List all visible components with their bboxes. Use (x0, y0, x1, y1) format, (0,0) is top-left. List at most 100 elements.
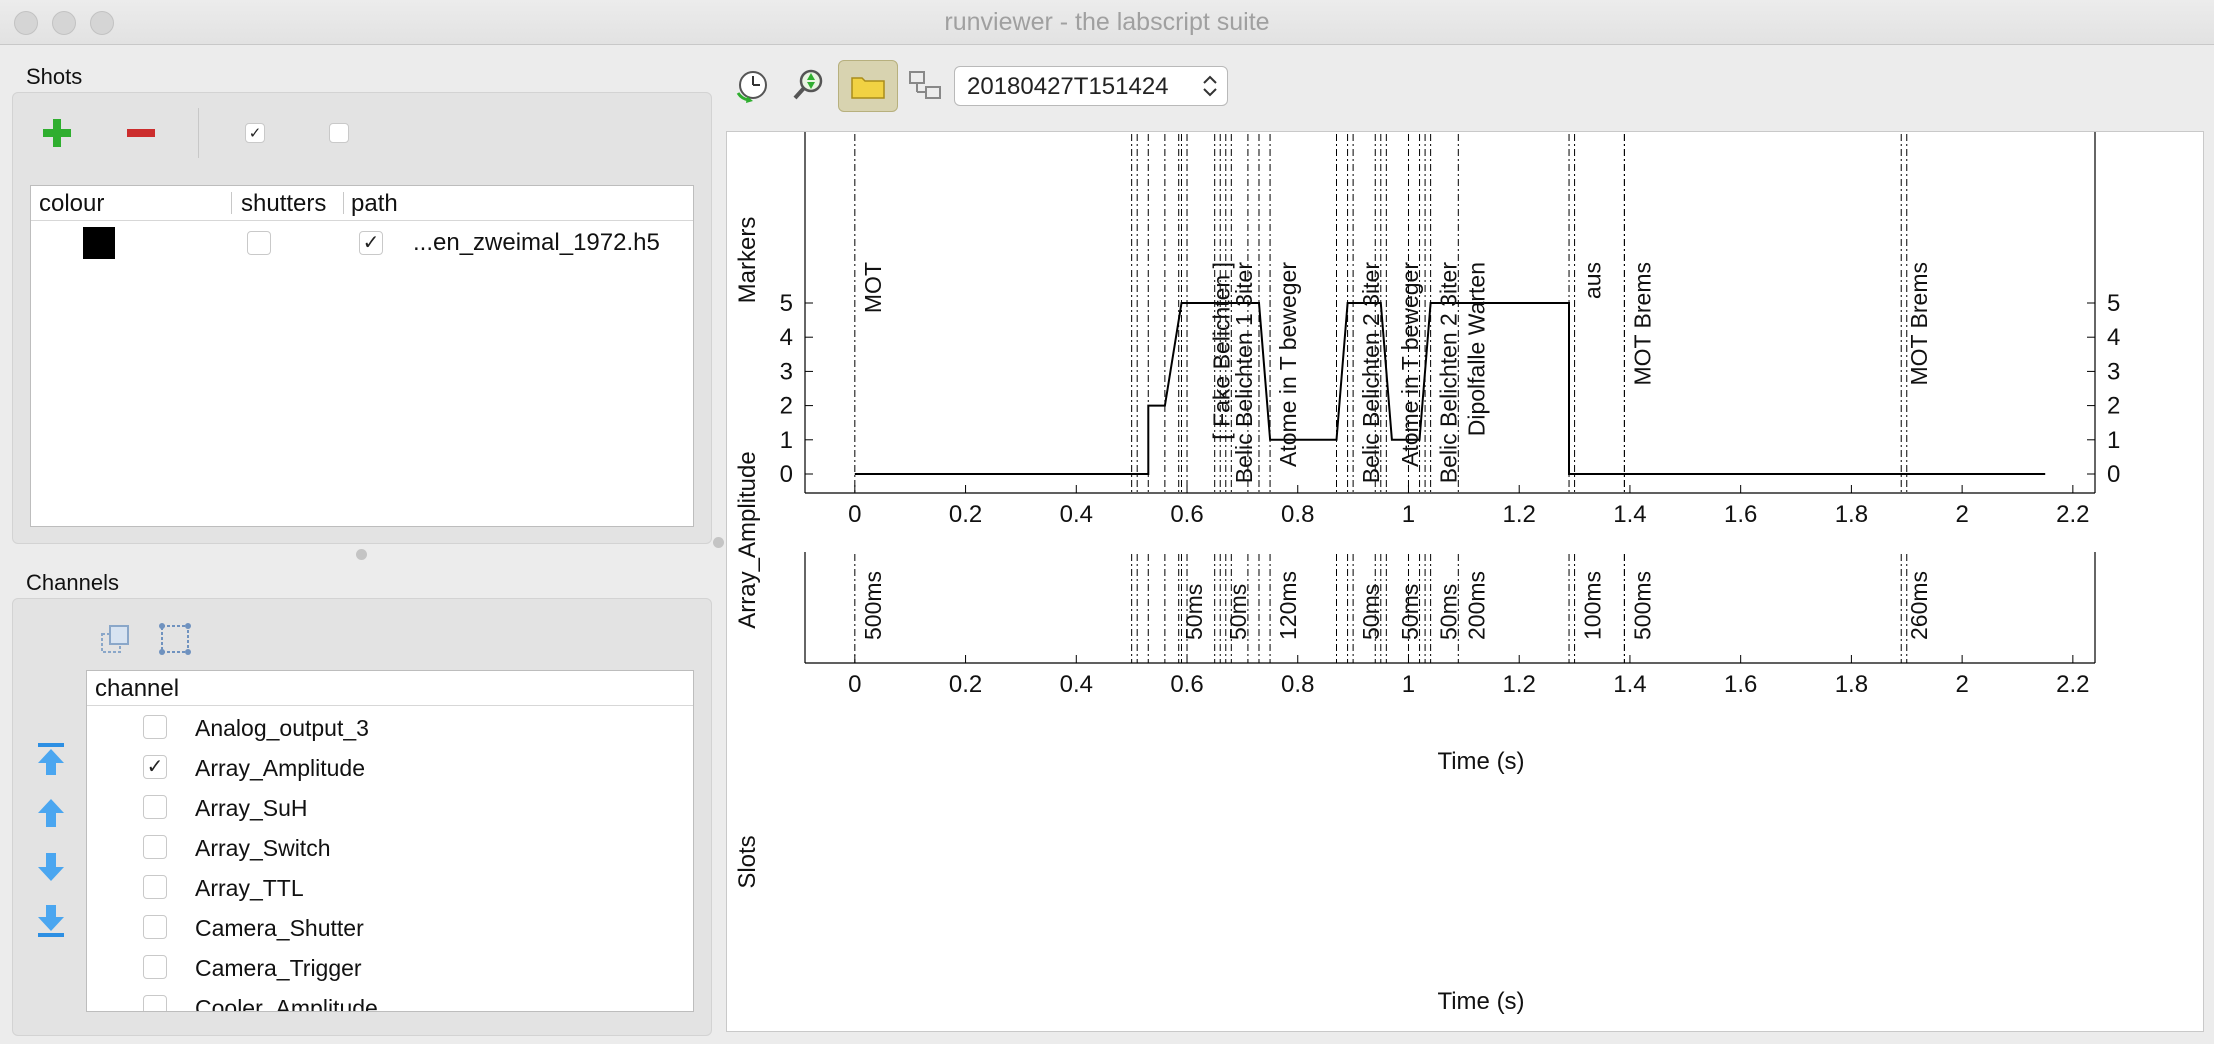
column-divider (231, 192, 232, 214)
plot-canvas[interactable]: Markers Array_Amplitude Slots Time (s) T… (726, 131, 2204, 1032)
shot-path-checkbox[interactable]: ✓ (359, 231, 383, 255)
slot-label: 500ms (860, 571, 886, 640)
slot-label: 50ms (1225, 584, 1251, 640)
channel-checkbox[interactable]: ✓ (143, 755, 167, 779)
slot-label: 50ms (1181, 584, 1207, 640)
y-tick-label: 1 (2107, 427, 2120, 454)
collapse-icon (101, 625, 129, 653)
shot-colour-swatch[interactable] (83, 227, 115, 259)
channel-name: Array_Amplitude (195, 755, 366, 781)
channel-row[interactable]: Array_Switch (87, 831, 693, 867)
move-down-button[interactable] (28, 844, 74, 890)
channel-checkbox[interactable] (143, 795, 167, 819)
x-tick-label: 0.6 (1170, 671, 1203, 698)
channel-row[interactable]: Analog_output_3 (87, 711, 693, 747)
x-tick-label: 1.6 (1724, 501, 1757, 528)
markers-ylabel: Markers (734, 217, 761, 304)
x-tick-label: 2.2 (2056, 501, 2089, 528)
marker-label: [ Fake Belichten ] (1209, 262, 1235, 440)
zoom-window-button[interactable] (90, 11, 114, 35)
y-tick-label: 2 (2107, 393, 2120, 420)
channels-label: Channels (26, 570, 119, 595)
reset-view-button[interactable] (730, 62, 776, 108)
minimize-window-button[interactable] (52, 11, 76, 35)
amplitude-series-line (854, 302, 2046, 475)
channel-checkbox[interactable] (143, 835, 167, 859)
uncheck-all-button[interactable] (316, 110, 362, 156)
x-tick-label: 1.2 (1503, 671, 1536, 698)
slot-label: 200ms (1463, 571, 1489, 640)
y-tick-label: 0 (780, 461, 793, 488)
shot-select-dropdown[interactable]: 20180427T151424 (954, 66, 1228, 106)
path-column-header[interactable]: path (351, 190, 398, 217)
channel-row[interactable]: ✓ Array_Amplitude (87, 751, 693, 787)
open-shot-folder-button[interactable] (838, 60, 898, 112)
collapse-channels-button[interactable] (92, 616, 138, 662)
y-tick-label: 1 (780, 427, 793, 454)
x-tick-label: 1.4 (1613, 501, 1646, 528)
slot-label: 500ms (1629, 571, 1655, 640)
x-tick-label: 2 (1955, 501, 1968, 528)
vertical-splitter-handle[interactable] (356, 549, 367, 560)
plus-icon (43, 119, 71, 147)
slot-label: 100ms (1580, 571, 1606, 640)
channel-row[interactable]: Array_TTL (87, 871, 693, 907)
check-all-button[interactable]: ✓ (232, 110, 278, 156)
shot-shutters-checkbox[interactable] (247, 231, 271, 255)
close-window-button[interactable] (14, 11, 38, 35)
y-tick-label: 5 (2107, 290, 2120, 317)
channel-checkbox[interactable] (143, 915, 167, 939)
slots-ylabel: Slots (734, 835, 761, 888)
channel-name: Array_Switch (195, 835, 331, 861)
channel-row[interactable]: Camera_Trigger (87, 951, 693, 987)
expand-channels-button[interactable] (152, 616, 198, 662)
move-to-top-button[interactable] (28, 736, 74, 782)
horizontal-splitter-handle[interactable] (713, 537, 724, 548)
amplitude-xlabel: Time (s) (1437, 748, 1524, 775)
x-tick-label: 1 (1402, 671, 1415, 698)
arrow-to-bottom-icon (38, 905, 64, 937)
move-up-button[interactable] (28, 790, 74, 836)
marker-label: Dipolfalle Warten (1463, 262, 1489, 436)
x-tick-label: 0.8 (1281, 671, 1314, 698)
marker-label: Belic Belichten 2 3iter (1436, 262, 1462, 484)
x-tick-label: 0.4 (1060, 671, 1093, 698)
channel-checkbox[interactable] (143, 955, 167, 979)
title-bar: runviewer - the labscript suite (0, 0, 2214, 45)
channel-name: Analog_output_3 (195, 715, 369, 741)
slots-xlabel: Time (s) (1437, 988, 1524, 1015)
channel-checkbox[interactable] (143, 875, 167, 899)
plot-svg[interactable]: Markers Array_Amplitude Slots Time (s) T… (727, 132, 2203, 1031)
add-shot-button[interactable] (34, 110, 80, 156)
x-tick-label: 0.4 (1060, 501, 1093, 528)
remove-shot-button[interactable] (118, 110, 164, 156)
marker-label: Atome in T beweger (1275, 262, 1301, 467)
y-tick-label: 4 (2107, 324, 2120, 351)
amplitude-ylabel: Array_Amplitude (734, 451, 761, 628)
channel-checkbox[interactable] (143, 995, 167, 1011)
slot-label: 50ms (1358, 584, 1384, 640)
x-tick-label: 2.2 (2056, 671, 2089, 698)
colour-column-header[interactable]: colour (39, 190, 105, 217)
move-to-bottom-button[interactable] (28, 898, 74, 944)
channel-column-header[interactable]: channel (95, 675, 180, 702)
channel-checkbox[interactable] (143, 715, 167, 739)
marker-label: Belic Belichten 2 3iter (1358, 262, 1384, 484)
marker-label: Belic Belichten 1 3iter (1231, 262, 1257, 484)
window-title: runviewer - the labscript suite (944, 8, 1270, 36)
shutters-column-header[interactable]: shutters (241, 190, 327, 217)
x-tick-label: 0 (848, 501, 861, 528)
y-tick-label: 5 (780, 290, 793, 317)
zoom-button[interactable] (786, 62, 832, 108)
channel-name: Camera_Shutter (195, 915, 364, 941)
shot-info-button[interactable] (902, 62, 948, 108)
channel-row[interactable]: Array_SuH (87, 791, 693, 827)
channel-row[interactable]: Camera_Shutter (87, 911, 693, 947)
chevron-updown-icon (1203, 75, 1217, 97)
y-tick-label: 3 (2107, 358, 2120, 385)
x-tick-label: 1.6 (1724, 671, 1757, 698)
magnifier-icon (793, 69, 823, 100)
folder-icon (851, 77, 885, 99)
channel-row[interactable]: Cooler_Amplitude (87, 991, 693, 1011)
x-tick-label: 2 (1955, 671, 1968, 698)
